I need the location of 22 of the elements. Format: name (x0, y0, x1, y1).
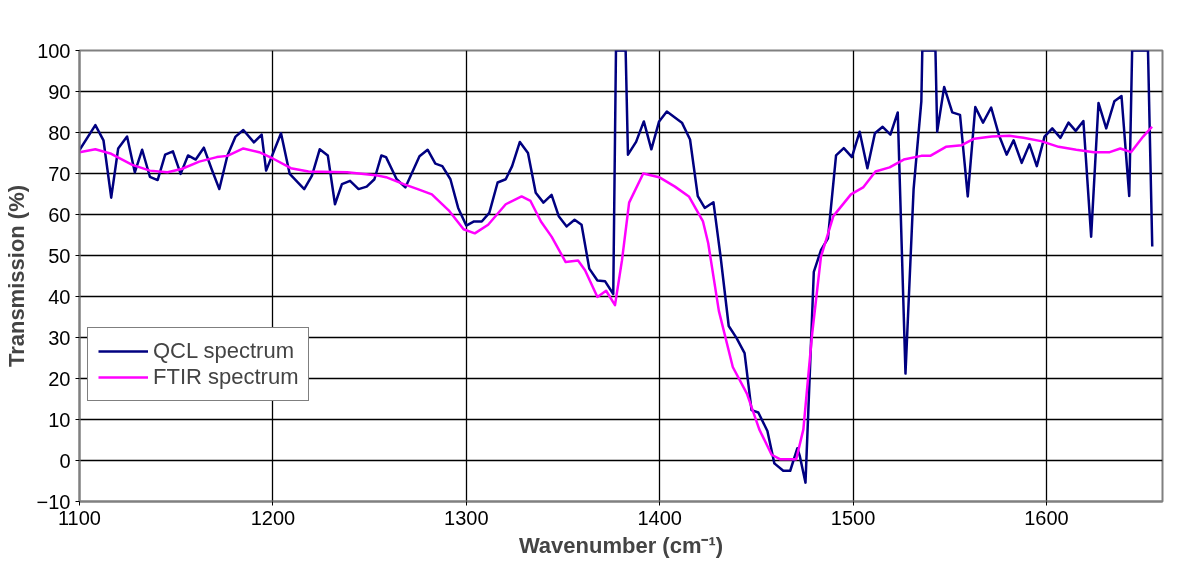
y-tick-label: 10 (48, 408, 71, 431)
x-tick-label: 1600 (1024, 506, 1069, 529)
line-series (79, 50, 1154, 484)
y-tick-label: 40 (48, 285, 71, 308)
legend-label: QCL spectrum (153, 338, 295, 364)
y-tick-label: 80 (48, 121, 71, 144)
y-tick-label: 0 (59, 449, 71, 472)
line-series (79, 125, 1154, 461)
y-tick-label: 20 (48, 367, 71, 390)
x-tick-label: 1500 (830, 506, 876, 529)
y-tick-label: 60 (48, 203, 71, 226)
x-tick-label: 1300 (444, 506, 489, 529)
x-tick-label: 1400 (637, 506, 682, 529)
y-tick-label: 100 (37, 39, 71, 62)
x-axis-title: Wavenumber (cm⁻¹) (518, 532, 724, 558)
y-tick-label: 30 (48, 326, 71, 349)
y-tick-label: 90 (48, 80, 71, 103)
y-tick-label: 70 (48, 162, 71, 185)
y-tick-label: 50 (48, 244, 71, 267)
x-tick-label: 1200 (250, 506, 296, 529)
legend-label: FTIR spectrum (153, 364, 299, 390)
y-axis-title: Transmission (%) (3, 184, 29, 368)
